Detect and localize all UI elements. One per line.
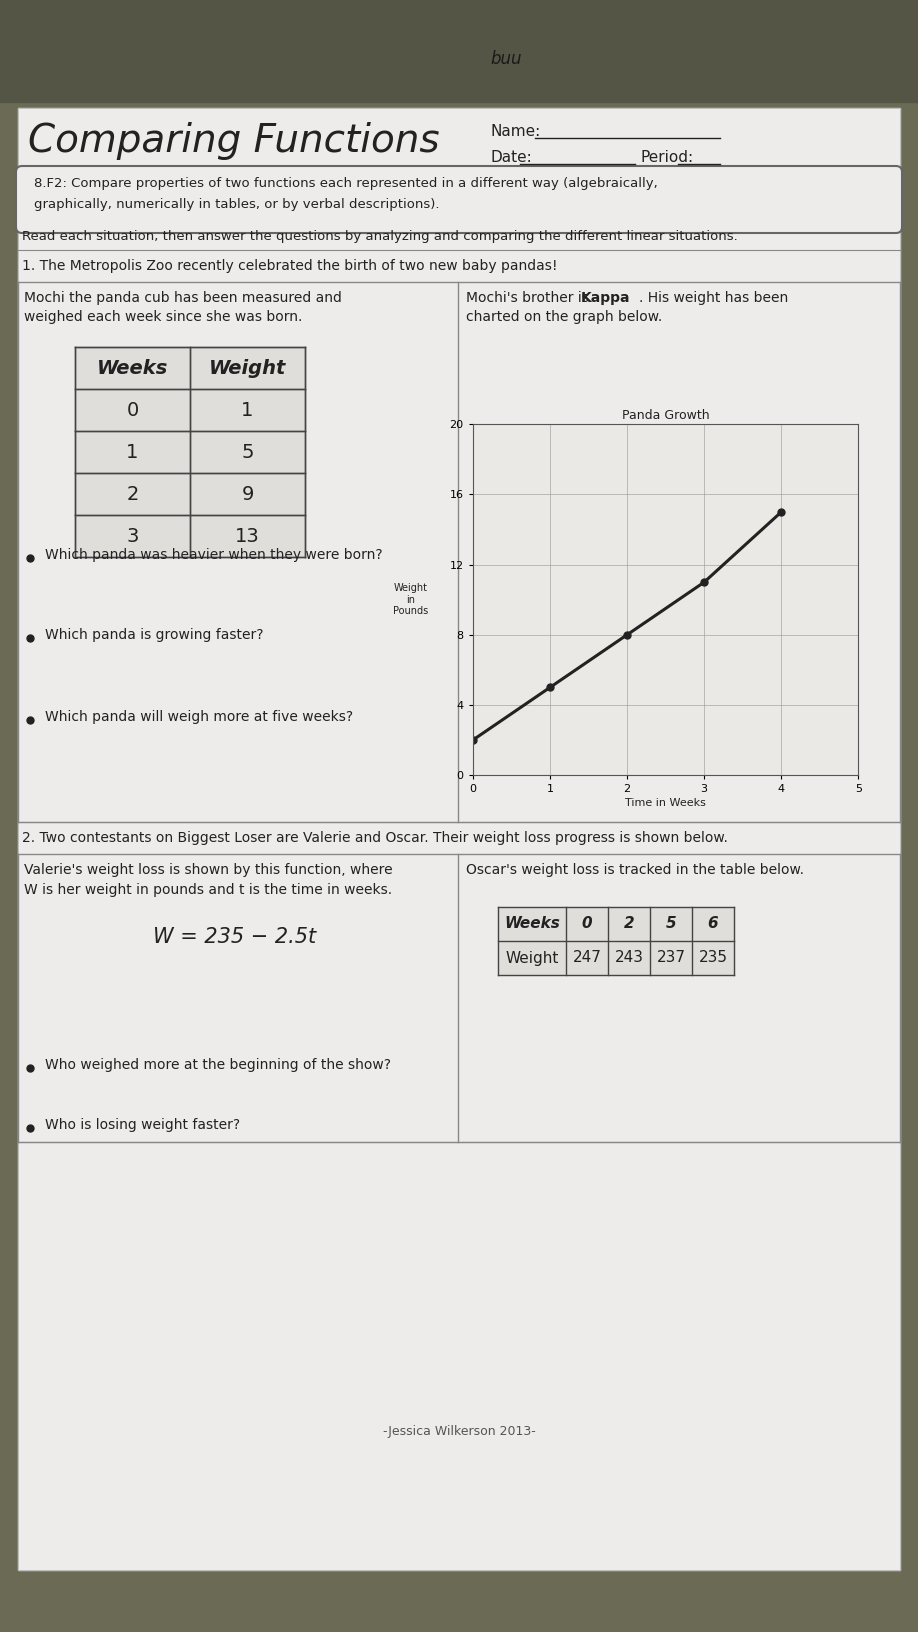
Text: 5: 5	[241, 442, 253, 462]
Title: Panda Growth: Panda Growth	[621, 408, 710, 421]
Text: . His weight has been: . His weight has been	[639, 290, 789, 305]
Text: Who is losing weight faster?: Who is losing weight faster?	[45, 1118, 241, 1133]
Text: 8.F2: Compare properties of two functions each represented in a different way (a: 8.F2: Compare properties of two function…	[34, 176, 658, 189]
Y-axis label: Weight
in
Pounds: Weight in Pounds	[393, 583, 429, 617]
Text: 243: 243	[614, 950, 644, 966]
Text: W = 235 − 2.5t: W = 235 − 2.5t	[153, 927, 317, 947]
Text: Name:: Name:	[490, 124, 541, 139]
Text: 0: 0	[127, 400, 139, 419]
Text: 5: 5	[666, 917, 677, 932]
Text: 13: 13	[235, 527, 260, 545]
Text: Who weighed more at the beginning of the show?: Who weighed more at the beginning of the…	[45, 1058, 391, 1072]
Text: Mochi the panda cub has been measured and: Mochi the panda cub has been measured an…	[24, 290, 341, 305]
Text: Valerie's weight loss is shown by this function, where: Valerie's weight loss is shown by this f…	[24, 863, 393, 876]
FancyBboxPatch shape	[16, 166, 902, 233]
Text: 1: 1	[127, 442, 139, 462]
Text: 9: 9	[241, 485, 253, 504]
Text: 2. Two contestants on Biggest Loser are Valerie and Oscar. Their weight loss pro: 2. Two contestants on Biggest Loser are …	[22, 831, 728, 845]
Text: Which panda is growing faster?: Which panda is growing faster?	[45, 628, 263, 641]
Bar	[498, 907, 734, 974]
Text: graphically, numerically in tables, or by verbal descriptions).: graphically, numerically in tables, or b…	[34, 197, 440, 211]
Text: 237: 237	[656, 950, 686, 966]
Text: Which panda will weigh more at five weeks?: Which panda will weigh more at five week…	[45, 710, 353, 725]
Text: 6: 6	[708, 917, 718, 932]
Text: 247: 247	[573, 950, 601, 966]
Text: Weight: Weight	[208, 359, 286, 377]
Text: Weeks: Weeks	[504, 917, 560, 932]
Text: 1. The Metropolis Zoo recently celebrated the birth of two new baby pandas!: 1. The Metropolis Zoo recently celebrate…	[22, 259, 557, 273]
Text: 3: 3	[127, 527, 139, 545]
Text: Kappa: Kappa	[581, 290, 631, 305]
Text: charted on the graph below.: charted on the graph below.	[466, 310, 662, 325]
Text: Period:: Period:	[640, 150, 693, 165]
Bar	[18, 108, 900, 1570]
Text: -Jessica Wilkerson 2013-: -Jessica Wilkerson 2013-	[383, 1425, 535, 1438]
Text: Oscar's weight loss is tracked in the table below.: Oscar's weight loss is tracked in the ta…	[466, 863, 804, 876]
Text: Comparing Functions: Comparing Functions	[28, 122, 440, 160]
Text: buu: buu	[490, 51, 521, 69]
Bar	[0, 0, 918, 101]
Text: W is her weight in pounds and t is the time in weeks.: W is her weight in pounds and t is the t…	[24, 883, 392, 898]
Text: Mochi's brother is: Mochi's brother is	[466, 290, 593, 305]
Text: Which panda was heavier when they were born?: Which panda was heavier when they were b…	[45, 548, 383, 561]
Text: Weeks: Weeks	[96, 359, 168, 377]
Text: Weight: Weight	[505, 950, 559, 966]
Text: 235: 235	[699, 950, 727, 966]
Text: Read each situation, then answer the questions by analyzing and comparing the di: Read each situation, then answer the que…	[22, 230, 738, 243]
Text: 1: 1	[241, 400, 253, 419]
Text: weighed each week since she was born.: weighed each week since she was born.	[24, 310, 302, 325]
Text: 2: 2	[623, 917, 634, 932]
Text: 2: 2	[127, 485, 139, 504]
Text: Date:: Date:	[490, 150, 532, 165]
Text: 0: 0	[582, 917, 592, 932]
Bar	[18, 108, 900, 1570]
Bar	[75, 348, 305, 557]
X-axis label: Time in Weeks: Time in Weeks	[625, 798, 706, 808]
